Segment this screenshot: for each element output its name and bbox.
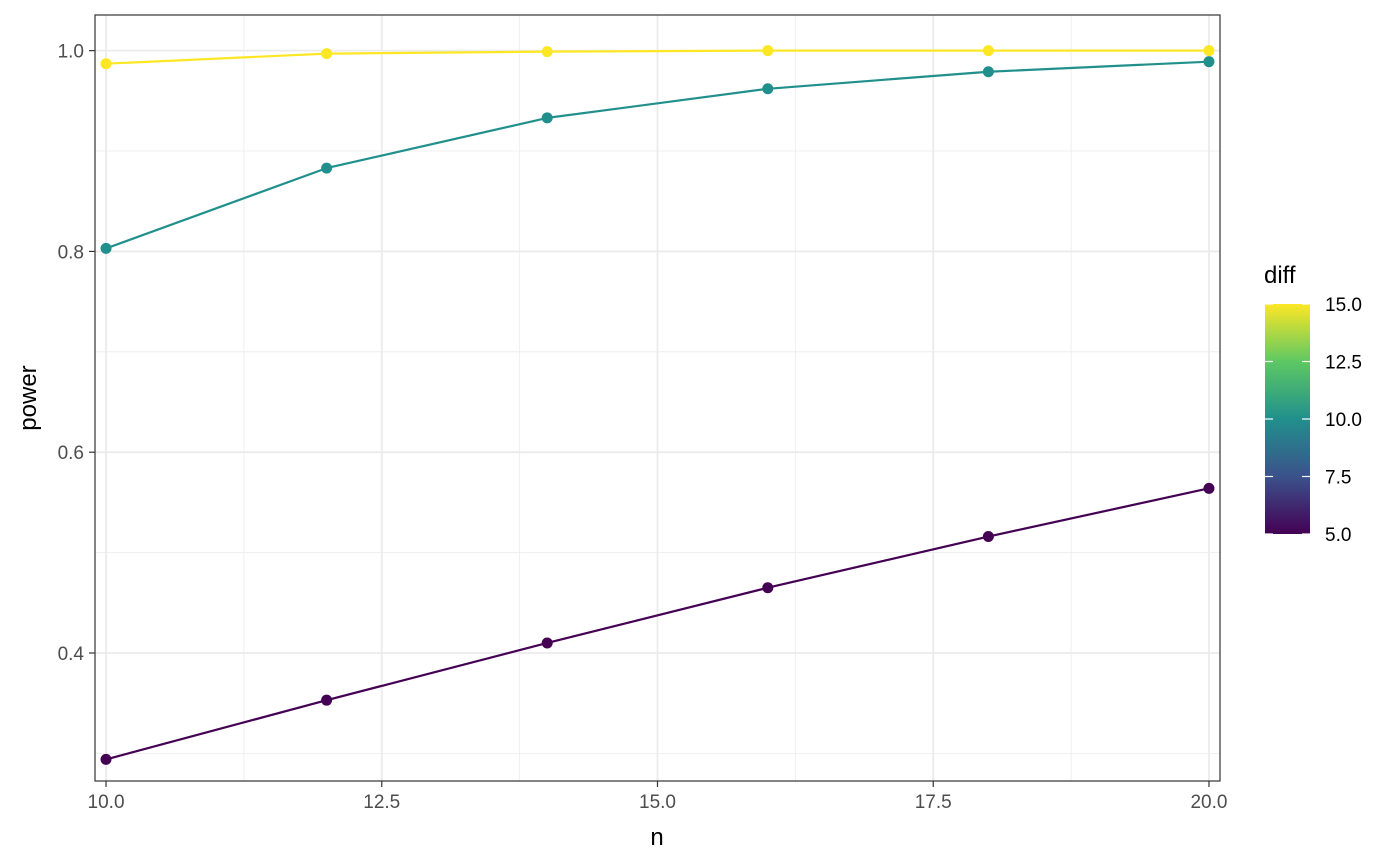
data-point-diff-10 (321, 162, 333, 174)
major-gridlines (95, 15, 1220, 781)
x-axis: 10.0 12.5 15.0 17.5 20.0 (88, 781, 1227, 813)
legend-ticks: 5.0 7.5 10.0 12.5 15.0 (1265, 295, 1362, 546)
data-point-diff-5 (321, 694, 333, 706)
data-point-diff-5 (982, 531, 994, 543)
x-tick-label: 12.5 (363, 792, 400, 813)
series-line-diff-15 (105, 49, 1209, 65)
series-line-diff-10 (105, 60, 1210, 250)
data-point-diff-15 (1203, 45, 1215, 57)
series-lines (105, 49, 1210, 761)
x-axis-title: n (650, 824, 663, 851)
color-legend: diff 5.0 7.5 10.0 12.5 15.0 (1264, 262, 1362, 546)
legend-label: 15.0 (1325, 295, 1362, 316)
data-point-diff-5 (762, 582, 774, 594)
data-point-diff-5 (100, 753, 112, 765)
legend-label: 7.5 (1325, 468, 1351, 489)
legend-label: 12.5 (1325, 353, 1362, 374)
data-point-diff-10 (982, 66, 994, 78)
y-axis-title: power (15, 365, 42, 430)
x-tick-label: 20.0 (1190, 792, 1227, 813)
data-point-diff-10 (100, 242, 112, 254)
data-point-diff-5 (541, 637, 553, 649)
data-point-diff-5 (1203, 482, 1215, 494)
data-point-diff-10 (1203, 56, 1215, 68)
y-tick-label: 1.0 (58, 42, 84, 63)
y-tick-label: 0.4 (58, 644, 85, 665)
legend-label: 10.0 (1325, 410, 1362, 431)
data-point-diff-15 (321, 48, 333, 60)
x-tick-label: 15.0 (639, 792, 676, 813)
series-points (100, 45, 1215, 765)
data-point-diff-15 (762, 45, 774, 57)
y-tick-label: 0.8 (58, 242, 84, 263)
data-point-diff-10 (762, 83, 774, 95)
data-point-diff-15 (982, 45, 994, 57)
data-point-diff-15 (541, 46, 553, 58)
series-line-diff-5 (105, 487, 1210, 761)
y-tick-label: 0.6 (58, 443, 84, 464)
data-point-diff-10 (541, 112, 553, 124)
x-tick-label: 17.5 (915, 792, 952, 813)
data-point-diff-15 (100, 58, 112, 70)
legend-title: diff (1264, 262, 1296, 289)
legend-label: 5.0 (1325, 525, 1351, 546)
y-axis: 0.4 0.6 0.8 1.0 (58, 42, 95, 665)
x-tick-label: 10.0 (88, 792, 125, 813)
